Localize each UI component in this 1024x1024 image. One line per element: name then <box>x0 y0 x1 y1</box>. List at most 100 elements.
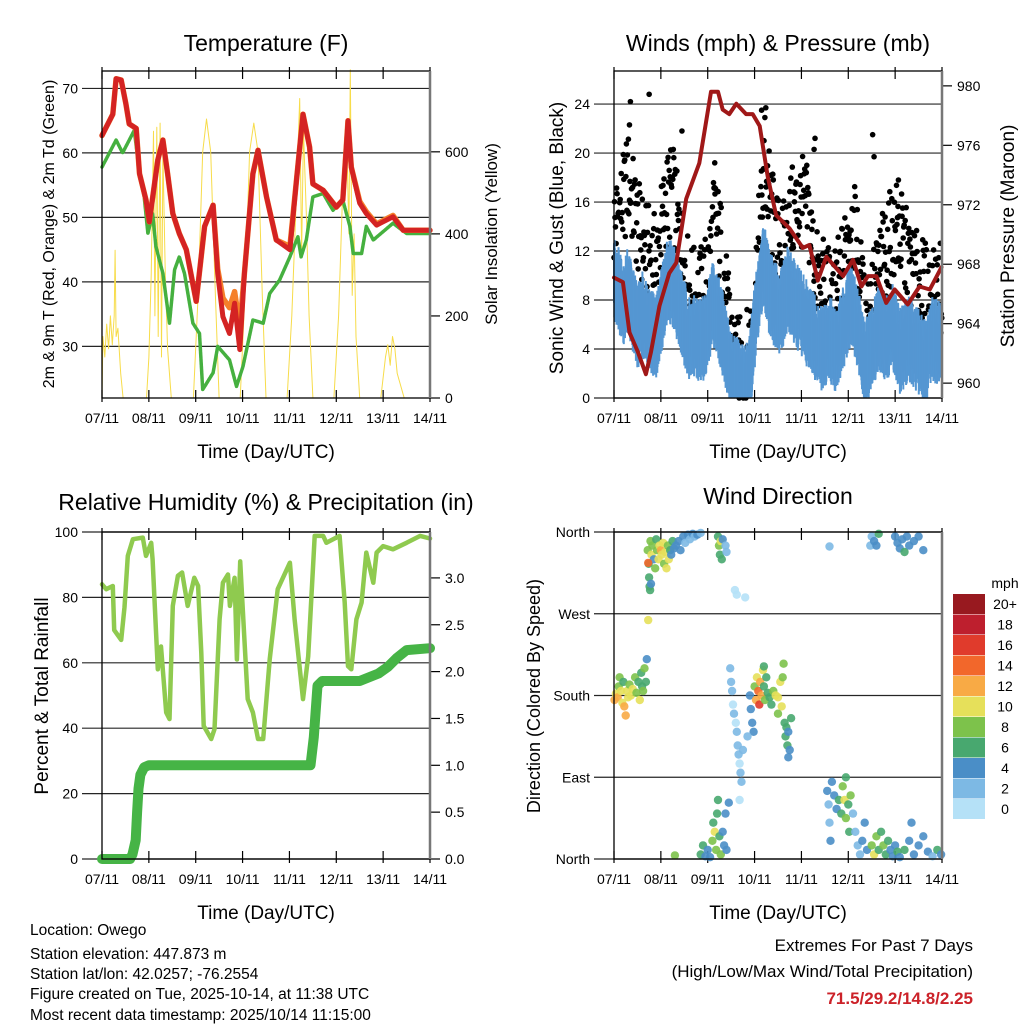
y-tick-label: 60 <box>62 655 78 671</box>
x-tick-label: 13/11 <box>878 410 912 426</box>
gust-point <box>875 248 881 255</box>
direction-point <box>779 659 788 668</box>
gust-point <box>820 236 827 242</box>
direction-point <box>632 688 641 697</box>
x-tick-label: 08/11 <box>644 871 678 887</box>
direction-chart: North East South West North 07/11 08/11 09/11 10… <box>553 524 959 887</box>
direction-point <box>738 745 748 755</box>
gust-point <box>698 265 705 272</box>
direction-point <box>705 853 715 862</box>
gust-point <box>681 257 688 264</box>
y2-tick-label: 400 <box>445 226 469 242</box>
y-tick-label: 40 <box>62 720 78 736</box>
gust-point <box>670 176 676 183</box>
gust-point <box>878 233 885 240</box>
direction-point <box>825 542 834 551</box>
gust-point <box>735 319 741 326</box>
x-tick-label: 09/11 <box>691 410 725 426</box>
gust-point <box>899 213 905 220</box>
gust-point <box>626 211 632 217</box>
gust-point <box>907 244 914 250</box>
direction-point <box>914 841 923 850</box>
gust-point <box>762 114 768 121</box>
gust-point <box>658 251 664 258</box>
winds-xlabel: Time (Day/UTC) <box>709 442 847 463</box>
gust-point <box>817 290 824 297</box>
gust-point <box>668 184 675 190</box>
gust-point <box>775 197 782 204</box>
gust-point <box>682 263 688 269</box>
direction-point <box>858 836 867 845</box>
direction-point <box>651 564 660 573</box>
x-tick-label: 12/11 <box>319 871 353 887</box>
direction-point <box>735 759 744 768</box>
gust-point <box>856 259 862 266</box>
gust-point <box>620 151 627 158</box>
gust-point <box>877 266 884 273</box>
direction-point <box>722 845 731 855</box>
direction-point <box>726 677 736 687</box>
legend-swatch <box>953 594 985 614</box>
x-tick-label: 07/11 <box>85 871 119 887</box>
gust-point <box>852 193 858 200</box>
gust-point <box>800 187 807 194</box>
gust-point <box>632 177 638 183</box>
gust-point <box>842 215 848 221</box>
direction-point <box>644 615 653 625</box>
gust-point <box>729 314 735 321</box>
direction-xlabel: Time (Day/UTC) <box>709 903 847 924</box>
y-tick-label: 4 <box>582 341 590 357</box>
direction-point <box>745 691 755 700</box>
gust-point <box>882 214 888 220</box>
gust-point <box>634 201 641 207</box>
gust-point <box>622 157 628 163</box>
y2-tick-label: 3.0 <box>445 570 465 586</box>
latlon-text: Station lat/lon: 42.0257; -76.2554 <box>30 966 259 983</box>
gust-point <box>660 182 666 189</box>
direction-point <box>741 593 750 602</box>
gust-point <box>814 229 820 235</box>
gust-point <box>897 263 904 270</box>
direction-point <box>786 714 796 723</box>
direction-point <box>823 786 832 796</box>
gust-point <box>758 107 765 113</box>
gust-point <box>759 214 766 220</box>
gust-point <box>837 248 844 255</box>
gust-point <box>715 210 722 217</box>
legend-label: 20+ <box>993 596 1017 612</box>
gust-point <box>906 225 912 232</box>
direction-title: Wind Direction <box>703 483 853 509</box>
direction-point <box>900 547 909 557</box>
x-tick-label: 07/11 <box>597 410 631 426</box>
winds-y2label: Station Pressure (Maroon) <box>998 125 1019 348</box>
gust-point <box>869 261 875 268</box>
y-tick-label: 30 <box>62 338 78 354</box>
gust-point <box>880 219 886 225</box>
gust-point <box>674 211 681 218</box>
gust-point <box>822 298 829 304</box>
gust-point <box>859 254 866 261</box>
gust-point <box>872 265 878 272</box>
gust-point <box>914 248 920 255</box>
gust-point <box>925 268 931 275</box>
x-tick-label: 11/11 <box>273 410 306 426</box>
y-tick-label: 12 <box>574 243 590 259</box>
gust-point <box>716 273 722 279</box>
gust-point <box>664 159 670 165</box>
x-tick-label: 11/11 <box>785 871 818 887</box>
direction-point <box>662 564 671 573</box>
direction-point <box>703 845 712 855</box>
y2-tick-label: 976 <box>957 137 981 153</box>
gust-point <box>816 283 823 290</box>
gust-point <box>893 182 900 189</box>
gust-point <box>832 248 838 254</box>
gust-point <box>665 154 671 161</box>
recent-timestamp-text: Most recent data timestamp: 2025/10/14 1… <box>30 1007 371 1024</box>
gust-point <box>684 233 691 239</box>
gust-point <box>871 153 877 160</box>
legend-label: 2 <box>1001 781 1009 797</box>
gust-point <box>889 217 896 224</box>
y2-tick-label: 200 <box>445 308 469 324</box>
gust-point <box>791 199 798 205</box>
